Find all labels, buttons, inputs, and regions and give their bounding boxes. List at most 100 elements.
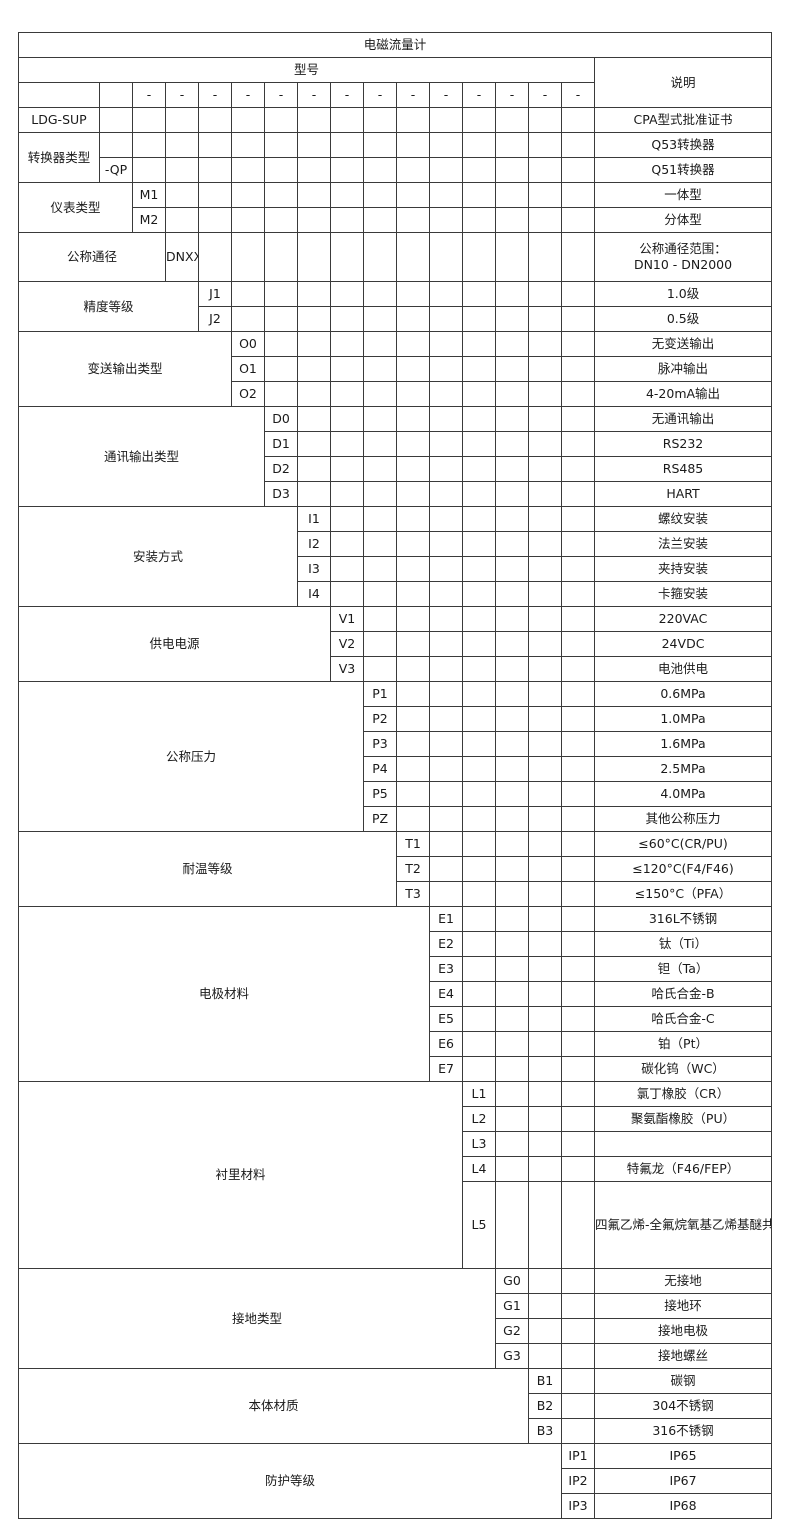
option-code[interactable] xyxy=(99,132,133,158)
option-description: 其他公称压力 xyxy=(593,806,773,832)
grid-cell xyxy=(528,1343,562,1369)
option-code[interactable]: V2 xyxy=(330,631,364,657)
grid-cell xyxy=(429,581,463,607)
option-code[interactable]: V3 xyxy=(330,656,364,682)
grid-cell xyxy=(495,1006,529,1032)
option-code[interactable]: E1 xyxy=(429,906,463,932)
grid-cell xyxy=(528,831,562,857)
grid-cell xyxy=(429,207,463,233)
option-code[interactable]: T2 xyxy=(396,856,430,882)
option-description: 无通讯输出 xyxy=(593,406,773,432)
option-code[interactable]: E5 xyxy=(429,1006,463,1032)
grid-cell xyxy=(528,606,562,632)
option-code[interactable]: IP1 xyxy=(561,1443,595,1469)
option-code[interactable]: V1 xyxy=(330,606,364,632)
section-label-nominal-diameter: 公称通径 xyxy=(18,232,166,282)
table-row: 耐温等级 T1 ≤60°C(CR/PU) xyxy=(18,831,773,907)
table-row: E7 碳化钨（WC） xyxy=(19,1056,773,1082)
option-code[interactable]: DNXX xyxy=(165,232,199,282)
option-code[interactable]: E4 xyxy=(429,981,463,1007)
option-code[interactable]: E3 xyxy=(429,956,463,982)
option-code[interactable]: G1 xyxy=(495,1293,529,1319)
option-code[interactable]: I2 xyxy=(297,531,331,557)
option-code[interactable]: D1 xyxy=(264,431,298,457)
grid-cell xyxy=(330,556,364,582)
grid-cell xyxy=(132,132,166,158)
grid-cell xyxy=(429,356,463,382)
option-code[interactable]: D2 xyxy=(264,456,298,482)
option-code[interactable]: O2 xyxy=(231,381,265,407)
grid-cell xyxy=(429,831,463,857)
option-code[interactable]: B3 xyxy=(528,1418,562,1444)
option-code[interactable]: E7 xyxy=(429,1056,463,1082)
option-code[interactable]: D0 xyxy=(264,406,298,432)
grid-cell xyxy=(561,1293,595,1319)
grid-cell xyxy=(396,731,430,757)
option-code[interactable]: O0 xyxy=(231,331,265,357)
option-description: 无变送输出 xyxy=(593,331,773,357)
option-code[interactable]: IP2 xyxy=(561,1468,595,1494)
option-code[interactable]: L5 xyxy=(462,1181,496,1269)
option-code[interactable]: P3 xyxy=(363,731,397,757)
grid-cell xyxy=(363,581,397,607)
grid-cell xyxy=(561,381,595,407)
option-code[interactable]: B2 xyxy=(528,1393,562,1419)
option-code[interactable]: IP3 xyxy=(561,1493,595,1519)
grid-cell xyxy=(462,306,496,332)
option-code[interactable]: D3 xyxy=(264,481,298,507)
option-code[interactable]: L4 xyxy=(462,1156,496,1182)
option-code[interactable]: O1 xyxy=(231,356,265,382)
option-code[interactable]: I3 xyxy=(297,556,331,582)
table-row: T3 ≤150°C（PFA） xyxy=(19,881,773,907)
grid-cell xyxy=(528,132,562,158)
option-code[interactable]: P5 xyxy=(363,781,397,807)
grid-cell xyxy=(396,656,430,682)
option-code[interactable]: M1 xyxy=(132,182,166,208)
table-row: I2 法兰安装 xyxy=(19,531,773,557)
option-code[interactable]: T1 xyxy=(396,831,430,857)
option-code[interactable]: L2 xyxy=(462,1106,496,1132)
section-label-meter-type: 仪表类型 xyxy=(18,182,133,233)
grid-cell xyxy=(462,182,496,208)
table-row: 安装方式 I1 螺纹安装 xyxy=(18,506,773,607)
option-code[interactable]: P1 xyxy=(363,681,397,707)
option-code[interactable]: L1 xyxy=(462,1081,496,1107)
option-description: Q51转换器 xyxy=(593,157,773,183)
grid-cell xyxy=(330,431,364,457)
grid-cell xyxy=(396,132,430,158)
grid-cell xyxy=(396,406,430,432)
grid-cell xyxy=(363,207,397,233)
grid-cell xyxy=(528,281,562,307)
grid-cell xyxy=(528,756,562,782)
grid-cell xyxy=(561,706,595,732)
option-code[interactable]: -QP xyxy=(99,157,133,183)
option-code[interactable]: P2 xyxy=(363,706,397,732)
grid-cell xyxy=(495,381,529,407)
option-code[interactable]: I4 xyxy=(297,581,331,607)
table-row: V3 电池供电 xyxy=(19,656,773,682)
option-code[interactable]: J1 xyxy=(198,281,232,307)
grid-cell xyxy=(495,456,529,482)
option-code[interactable]: E2 xyxy=(429,931,463,957)
grid-cell xyxy=(462,481,496,507)
table-row: 本体材质 B1 碳钢 xyxy=(18,1368,773,1444)
option-code[interactable]: B1 xyxy=(528,1368,562,1394)
option-code[interactable]: P4 xyxy=(363,756,397,782)
option-code[interactable]: T3 xyxy=(396,881,430,907)
option-code[interactable]: G2 xyxy=(495,1318,529,1344)
option-code[interactable]: PZ xyxy=(363,806,397,832)
grid-cell xyxy=(495,506,529,532)
grid-cell xyxy=(429,731,463,757)
option-code[interactable]: L3 xyxy=(462,1131,496,1157)
option-code[interactable]: M2 xyxy=(132,207,166,233)
option-code[interactable]: I1 xyxy=(297,506,331,532)
option-code[interactable]: G3 xyxy=(495,1343,529,1369)
grid-cell xyxy=(528,631,562,657)
table-row: B2 304不锈钢 xyxy=(19,1393,773,1419)
option-code[interactable]: J2 xyxy=(198,306,232,332)
grid-cell xyxy=(297,306,331,332)
option-code[interactable]: G0 xyxy=(495,1268,529,1294)
grid-cell xyxy=(528,481,562,507)
option-code[interactable]: E6 xyxy=(429,1031,463,1057)
grid-cell xyxy=(495,731,529,757)
